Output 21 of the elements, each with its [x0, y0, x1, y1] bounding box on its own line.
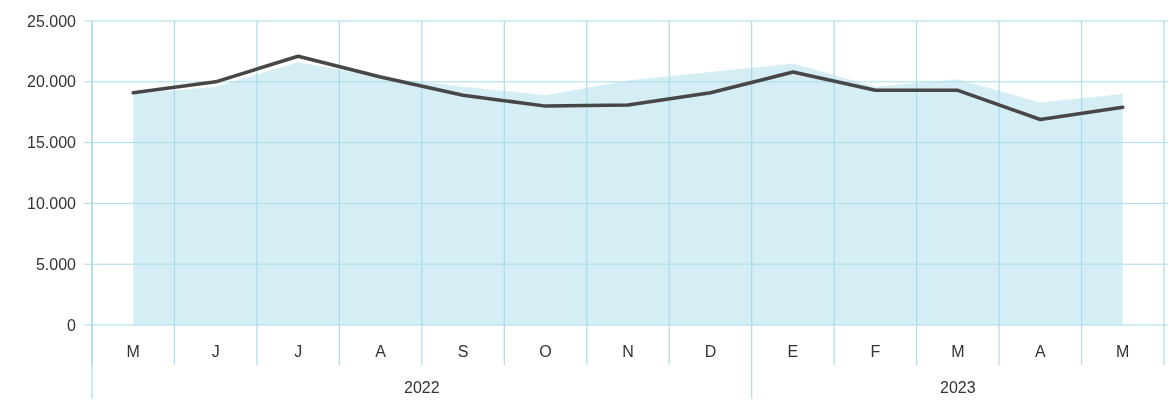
text: 2023: [940, 378, 976, 396]
y-tick-label: 10.000: [27, 195, 77, 212]
x-tick-label: O: [539, 342, 552, 360]
x-tick-label: D: [704, 342, 717, 360]
x-tick-label: A: [1034, 342, 1046, 360]
x-tick-label: E: [787, 342, 799, 360]
x-tick-label: M: [951, 342, 965, 360]
x-tick-label: S: [457, 342, 469, 360]
x-tick-label: N: [622, 342, 634, 360]
x-tick-label: M: [1116, 342, 1130, 360]
text: 2022: [404, 378, 440, 396]
x-tick-label: A: [375, 342, 387, 360]
x-tick-label: J: [211, 342, 220, 360]
y-tick-label: 5.000: [35, 255, 77, 273]
x-tick-label: F: [870, 342, 881, 360]
x-tick-label: J: [294, 342, 303, 360]
y-tick-label: 20.000: [27, 73, 77, 91]
y-tick-label: 25.000: [27, 12, 77, 30]
x-tick-label: M: [126, 342, 140, 360]
y-tick-label: 0: [67, 316, 77, 334]
y-tick-label: 15.000: [27, 134, 77, 152]
